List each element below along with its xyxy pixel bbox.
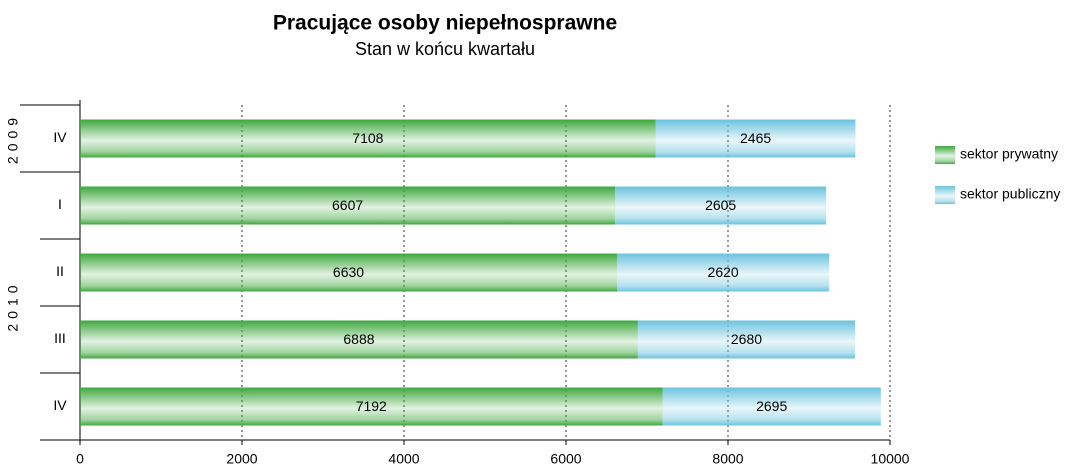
x-tick-label: 8000 [712,451,743,467]
legend-label: sektor publiczny [960,186,1060,202]
legend-swatch [935,146,955,164]
bar-segment [80,387,663,426]
bar-segment [80,320,638,359]
data-label: 6888 [343,331,374,347]
data-label: 2680 [731,331,762,347]
y-tick-label: III [54,330,66,346]
y-tick-label: I [58,196,62,212]
legend-swatch [935,186,955,204]
bar-segment [80,119,656,158]
data-label: 2620 [708,264,739,280]
bar-segment [655,119,856,158]
x-tick-label: 10000 [871,451,910,467]
chart-title: Pracujące osoby niepełnosprawne [273,12,617,35]
legend-label: sektor prywatny [960,146,1058,162]
bar-segment [617,253,830,292]
bar-segment [80,186,616,225]
data-label: 7192 [356,398,387,414]
data-label: 6607 [332,197,363,213]
data-label: 7108 [352,130,383,146]
data-label: 2465 [740,130,771,146]
group-label: 2010 [5,280,21,331]
x-tick-label: 2000 [226,451,257,467]
data-label: 2695 [756,398,787,414]
bar-segment [80,253,618,292]
x-tick-label: 6000 [550,451,581,467]
data-label: 2605 [705,197,736,213]
bar-segment [637,320,856,359]
y-tick-label: II [56,263,64,279]
bar-segment [615,186,827,225]
bar-segment [662,387,881,426]
x-tick-label: 4000 [388,451,419,467]
y-tick-label: IV [53,397,67,413]
group-label: 2009 [5,113,21,164]
y-tick-label: IV [53,129,67,145]
data-label: 6630 [333,264,364,280]
x-tick-label: 0 [76,451,84,467]
chart-subtitle: Stan w końcu kwartału [355,39,535,59]
